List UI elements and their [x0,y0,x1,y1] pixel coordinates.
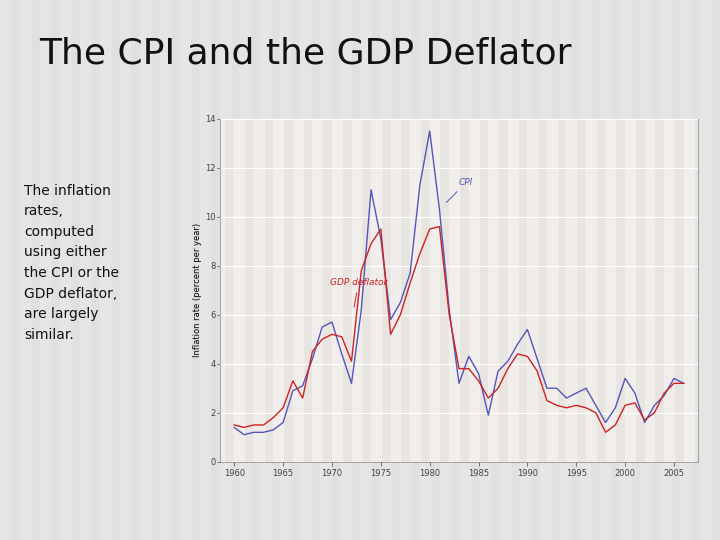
Text: CPI: CPI [446,178,473,202]
Bar [700,0,710,540]
Bar [40,0,50,540]
Bar [312,119,322,462]
Bar [469,119,479,462]
Bar [390,119,400,462]
Bar [460,0,470,540]
Bar [680,0,690,540]
Bar [586,119,595,462]
Bar [234,119,244,462]
Bar [120,0,130,540]
Bar [371,119,381,462]
Bar [600,0,610,540]
Bar [380,0,390,540]
Bar [410,119,420,462]
Bar [140,0,150,540]
Bar [508,119,518,462]
Bar [664,119,674,462]
Bar [180,0,190,540]
Bar [340,0,350,540]
Text: GDP deflator: GDP deflator [330,278,387,307]
Bar [332,119,342,462]
Bar [547,119,557,462]
Bar [360,0,370,540]
Bar [620,0,630,540]
Bar [300,0,310,540]
Bar [20,0,30,540]
Bar [430,119,439,462]
Bar [540,0,550,540]
Bar [260,0,270,540]
Bar [60,0,70,540]
Bar [580,0,590,540]
Bar [527,119,537,462]
Bar [660,0,670,540]
Bar [644,119,654,462]
Bar [567,119,576,462]
Bar [351,119,361,462]
Bar [640,0,650,540]
Bar [684,119,693,462]
Bar [520,0,530,540]
Bar [488,119,498,462]
Text: The inflation
rates,
computed
using either
the CPI or the
GDP deflator,
are larg: The inflation rates, computed using eith… [24,184,119,342]
Bar [560,0,570,540]
Bar [440,0,450,540]
Bar [500,0,510,540]
Bar [253,119,264,462]
Bar [293,119,302,462]
Bar [220,0,230,540]
Bar [280,0,290,540]
Bar [160,0,170,540]
Bar [0,0,10,540]
Bar [200,0,210,540]
Bar [240,0,250,540]
Y-axis label: Inflation rate (percent per year): Inflation rate (percent per year) [193,223,202,357]
Bar [449,119,459,462]
Bar [80,0,90,540]
Bar [274,119,283,462]
Bar [215,119,225,462]
Text: The CPI and the GDP Deflator: The CPI and the GDP Deflator [40,37,572,70]
Bar [100,0,110,540]
Bar [480,0,490,540]
Bar [606,119,616,462]
Bar [625,119,635,462]
Bar [320,0,330,540]
Bar [420,0,430,540]
Bar [400,0,410,540]
